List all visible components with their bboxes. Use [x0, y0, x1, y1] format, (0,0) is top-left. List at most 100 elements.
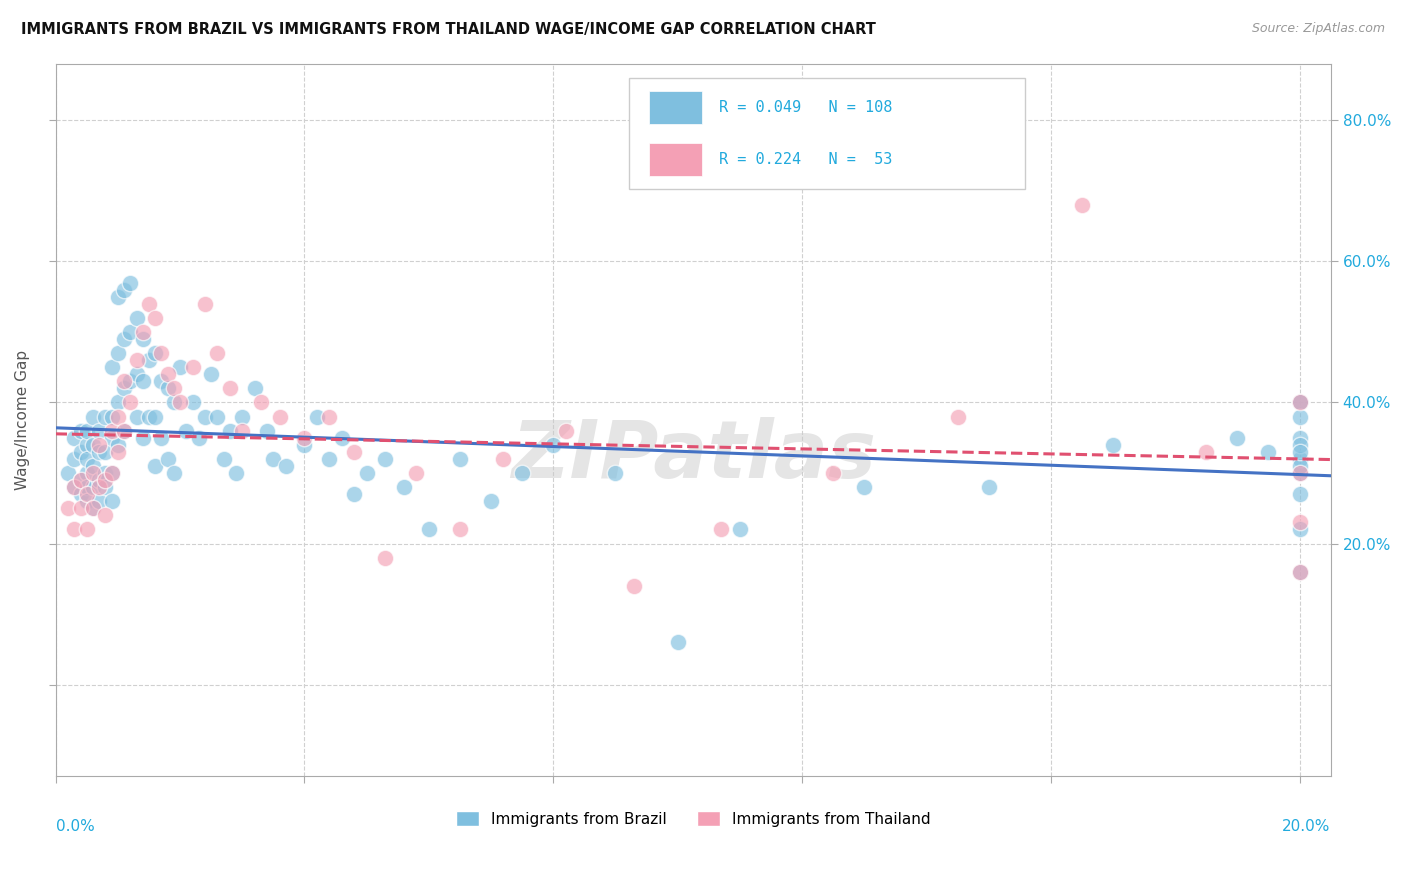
Y-axis label: Wage/Income Gap: Wage/Income Gap [15, 350, 30, 491]
Point [107, 395, 129, 409]
Point [1288, 487, 1310, 501]
Point [132, 375, 155, 389]
Point [82, 480, 104, 494]
Point [343, 487, 366, 501]
Point [605, 466, 627, 480]
Point [76, 451, 98, 466]
Point [76, 466, 98, 480]
Point [1288, 409, 1310, 424]
Point [392, 480, 415, 494]
Point [94, 473, 117, 487]
Point [100, 494, 122, 508]
Point [100, 466, 122, 480]
Point [218, 424, 240, 438]
Point [150, 431, 173, 445]
Point [94, 480, 117, 494]
Point [82, 501, 104, 516]
Point [1288, 445, 1310, 459]
Point [112, 375, 135, 389]
Point [262, 451, 284, 466]
Point [69, 501, 91, 516]
Point [112, 424, 135, 438]
Point [112, 332, 135, 346]
Point [69, 424, 91, 438]
Point [63, 480, 86, 494]
Point [76, 424, 98, 438]
Point [89, 424, 111, 438]
Point [76, 523, 98, 537]
Point [1288, 395, 1310, 409]
Point [1288, 466, 1310, 480]
Point [163, 381, 186, 395]
Point [274, 458, 297, 473]
Point [132, 431, 155, 445]
Point [492, 451, 515, 466]
Point [666, 635, 689, 649]
Point [89, 473, 111, 487]
Point [1288, 395, 1310, 409]
Point [418, 523, 440, 537]
Point [112, 381, 135, 395]
Point [1288, 431, 1310, 445]
Point [356, 466, 378, 480]
Point [510, 466, 533, 480]
Point [181, 395, 204, 409]
Point [89, 438, 111, 452]
Point [132, 332, 155, 346]
Point [120, 375, 142, 389]
Point [138, 297, 160, 311]
Point [132, 325, 155, 339]
Point [1288, 565, 1310, 579]
Point [56, 466, 79, 480]
Point [231, 409, 253, 424]
Point [181, 360, 204, 375]
Point [138, 353, 160, 368]
Point [1102, 438, 1125, 452]
Point [100, 431, 122, 445]
Point [305, 409, 328, 424]
Point [156, 368, 179, 382]
Point [163, 466, 186, 480]
Legend: Immigrants from Brazil, Immigrants from Thailand: Immigrants from Brazil, Immigrants from … [450, 805, 936, 832]
Point [107, 290, 129, 304]
Point [623, 579, 645, 593]
Point [1288, 458, 1310, 473]
Point [94, 445, 117, 459]
Point [82, 458, 104, 473]
Point [194, 297, 217, 311]
Point [125, 310, 148, 325]
Point [374, 451, 396, 466]
Point [69, 445, 91, 459]
Point [176, 424, 198, 438]
Point [156, 381, 179, 395]
Point [69, 487, 91, 501]
Point [225, 466, 247, 480]
Point [207, 409, 229, 424]
Point [76, 480, 98, 494]
Point [69, 473, 91, 487]
Point [112, 424, 135, 438]
Point [318, 409, 340, 424]
Point [63, 431, 86, 445]
Point [89, 445, 111, 459]
Point [143, 409, 166, 424]
Point [107, 346, 129, 360]
Point [120, 395, 142, 409]
Point [94, 508, 117, 523]
Point [76, 494, 98, 508]
FancyBboxPatch shape [648, 91, 702, 124]
Point [374, 550, 396, 565]
Point [1257, 445, 1279, 459]
Text: R = 0.224   N =  53: R = 0.224 N = 53 [718, 152, 891, 167]
Text: ZIPatlas: ZIPatlas [510, 417, 876, 495]
Point [107, 409, 129, 424]
Point [1288, 565, 1310, 579]
Point [125, 368, 148, 382]
Point [256, 424, 278, 438]
Point [1288, 516, 1310, 530]
Point [1288, 451, 1310, 466]
Point [187, 431, 209, 445]
Point [89, 494, 111, 508]
Point [405, 466, 427, 480]
Text: R = 0.049   N = 108: R = 0.049 N = 108 [718, 100, 891, 115]
